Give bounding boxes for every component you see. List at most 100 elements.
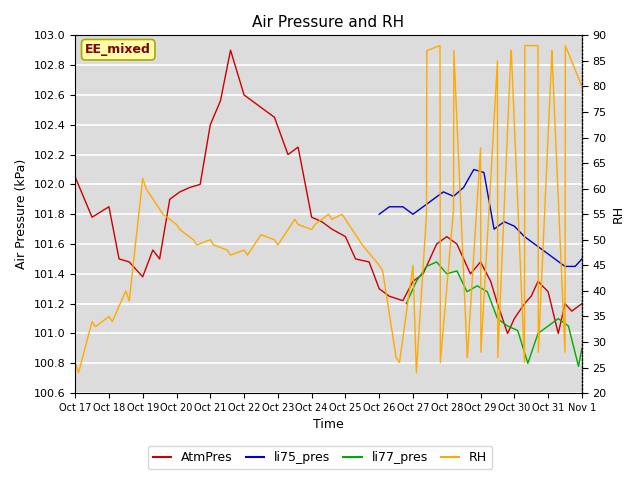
li75_pres: [440, 189, 447, 195]
Line: li75_pres: li75_pres: [380, 169, 582, 266]
li77_pres: [524, 360, 532, 366]
AtmPres: [328, 226, 336, 232]
AtmPres: [493, 301, 501, 307]
Text: EE_mixed: EE_mixed: [85, 43, 151, 56]
li77_pres: [534, 331, 542, 336]
AtmPres: [419, 271, 427, 277]
AtmPres: [511, 316, 518, 322]
li77_pres: [474, 283, 481, 288]
li77_pres: [514, 328, 522, 334]
AtmPres: [534, 278, 542, 284]
AtmPres: [308, 215, 316, 220]
li75_pres: [551, 256, 559, 262]
Title: Air Pressure and RH: Air Pressure and RH: [252, 15, 404, 30]
li77_pres: [578, 346, 586, 351]
RH: [240, 247, 248, 253]
li75_pres: [520, 234, 528, 240]
li75_pres: [450, 193, 458, 199]
AtmPres: [520, 301, 528, 307]
li77_pres: [493, 316, 501, 322]
AtmPres: [271, 114, 278, 120]
AtmPres: [88, 215, 96, 220]
li75_pres: [541, 249, 548, 254]
AtmPres: [176, 189, 184, 195]
li75_pres: [376, 211, 383, 217]
X-axis label: Time: Time: [313, 419, 344, 432]
Y-axis label: RH: RH: [612, 205, 625, 223]
AtmPres: [477, 259, 484, 265]
AtmPres: [166, 196, 173, 202]
RH: [521, 43, 529, 48]
li75_pres: [419, 204, 427, 210]
AtmPres: [71, 174, 79, 180]
AtmPres: [125, 259, 133, 265]
RH: [578, 84, 586, 89]
RH: [71, 360, 79, 365]
AtmPres: [227, 48, 234, 53]
AtmPres: [544, 289, 552, 295]
li77_pres: [422, 264, 430, 269]
AtmPres: [433, 241, 440, 247]
AtmPres: [196, 181, 204, 187]
Legend: AtmPres, li75_pres, li77_pres, RH: AtmPres, li75_pres, li77_pres, RH: [148, 446, 492, 469]
li75_pres: [578, 256, 586, 262]
AtmPres: [250, 99, 258, 105]
AtmPres: [216, 98, 224, 104]
RH: [436, 43, 444, 48]
AtmPres: [399, 298, 406, 303]
AtmPres: [385, 293, 393, 299]
li77_pres: [483, 289, 491, 295]
li75_pres: [460, 184, 467, 190]
AtmPres: [115, 256, 123, 262]
li77_pres: [453, 268, 461, 274]
RH: [561, 349, 569, 355]
AtmPres: [504, 331, 511, 336]
AtmPres: [487, 278, 495, 284]
li75_pres: [429, 196, 437, 202]
li75_pres: [511, 223, 518, 229]
AtmPres: [467, 271, 474, 277]
Line: AtmPres: AtmPres: [75, 50, 582, 334]
AtmPres: [409, 278, 417, 284]
RH: [355, 237, 363, 243]
AtmPres: [365, 259, 373, 265]
li77_pres: [504, 323, 511, 329]
li75_pres: [572, 264, 579, 269]
AtmPres: [318, 219, 326, 225]
li75_pres: [500, 219, 508, 225]
AtmPres: [352, 256, 360, 262]
AtmPres: [156, 256, 163, 262]
li77_pres: [575, 363, 582, 369]
AtmPres: [554, 331, 562, 336]
li77_pres: [463, 289, 471, 295]
AtmPres: [105, 204, 113, 210]
li77_pres: [413, 278, 420, 284]
li75_pres: [561, 264, 569, 269]
AtmPres: [527, 293, 535, 299]
AtmPres: [207, 122, 214, 128]
AtmPres: [260, 107, 268, 113]
AtmPres: [186, 184, 194, 190]
Line: li77_pres: li77_pres: [406, 262, 582, 366]
li77_pres: [403, 301, 410, 307]
AtmPres: [453, 241, 461, 247]
AtmPres: [578, 301, 586, 307]
li75_pres: [385, 204, 393, 210]
li75_pres: [399, 204, 406, 210]
RH: [207, 237, 214, 243]
AtmPres: [443, 234, 451, 240]
Y-axis label: Air Pressure (kPa): Air Pressure (kPa): [15, 159, 28, 269]
li75_pres: [470, 167, 477, 172]
RH: [308, 227, 316, 232]
li77_pres: [564, 323, 572, 329]
AtmPres: [240, 92, 248, 98]
li75_pres: [480, 169, 488, 175]
AtmPres: [294, 144, 302, 150]
AtmPres: [342, 234, 349, 240]
RH: [75, 370, 83, 375]
li77_pres: [554, 316, 562, 322]
AtmPres: [561, 301, 569, 307]
AtmPres: [376, 286, 383, 292]
li77_pres: [443, 271, 451, 277]
AtmPres: [139, 274, 147, 280]
